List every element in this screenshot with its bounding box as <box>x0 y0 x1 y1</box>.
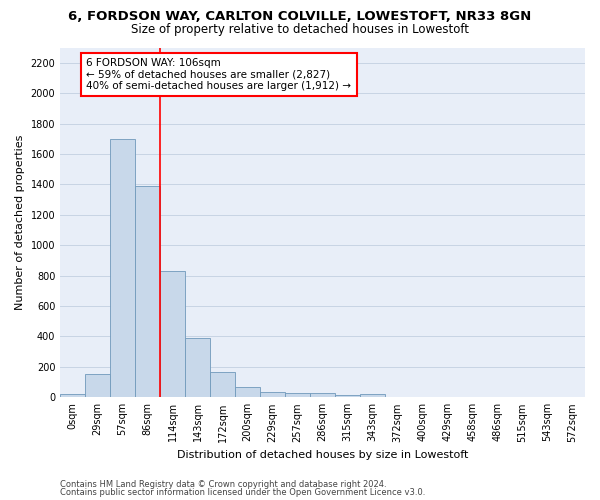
Bar <box>310 393 335 398</box>
Text: Size of property relative to detached houses in Lowestoft: Size of property relative to detached ho… <box>131 22 469 36</box>
Bar <box>185 338 210 398</box>
Y-axis label: Number of detached properties: Number of detached properties <box>15 134 25 310</box>
Bar <box>85 374 110 398</box>
X-axis label: Distribution of detached houses by size in Lowestoft: Distribution of detached houses by size … <box>177 450 468 460</box>
Bar <box>135 186 160 398</box>
Bar <box>260 392 285 398</box>
Bar <box>60 394 85 398</box>
Text: 6 FORDSON WAY: 106sqm
← 59% of detached houses are smaller (2,827)
40% of semi-d: 6 FORDSON WAY: 106sqm ← 59% of detached … <box>86 58 352 91</box>
Bar <box>335 395 360 398</box>
Text: 6, FORDSON WAY, CARLTON COLVILLE, LOWESTOFT, NR33 8GN: 6, FORDSON WAY, CARLTON COLVILLE, LOWEST… <box>68 10 532 23</box>
Text: Contains public sector information licensed under the Open Government Licence v3: Contains public sector information licen… <box>60 488 425 497</box>
Bar <box>110 139 135 398</box>
Text: Contains HM Land Registry data © Crown copyright and database right 2024.: Contains HM Land Registry data © Crown c… <box>60 480 386 489</box>
Bar <box>160 271 185 398</box>
Bar <box>210 372 235 398</box>
Bar <box>285 393 310 398</box>
Bar <box>360 394 385 398</box>
Bar <box>235 386 260 398</box>
